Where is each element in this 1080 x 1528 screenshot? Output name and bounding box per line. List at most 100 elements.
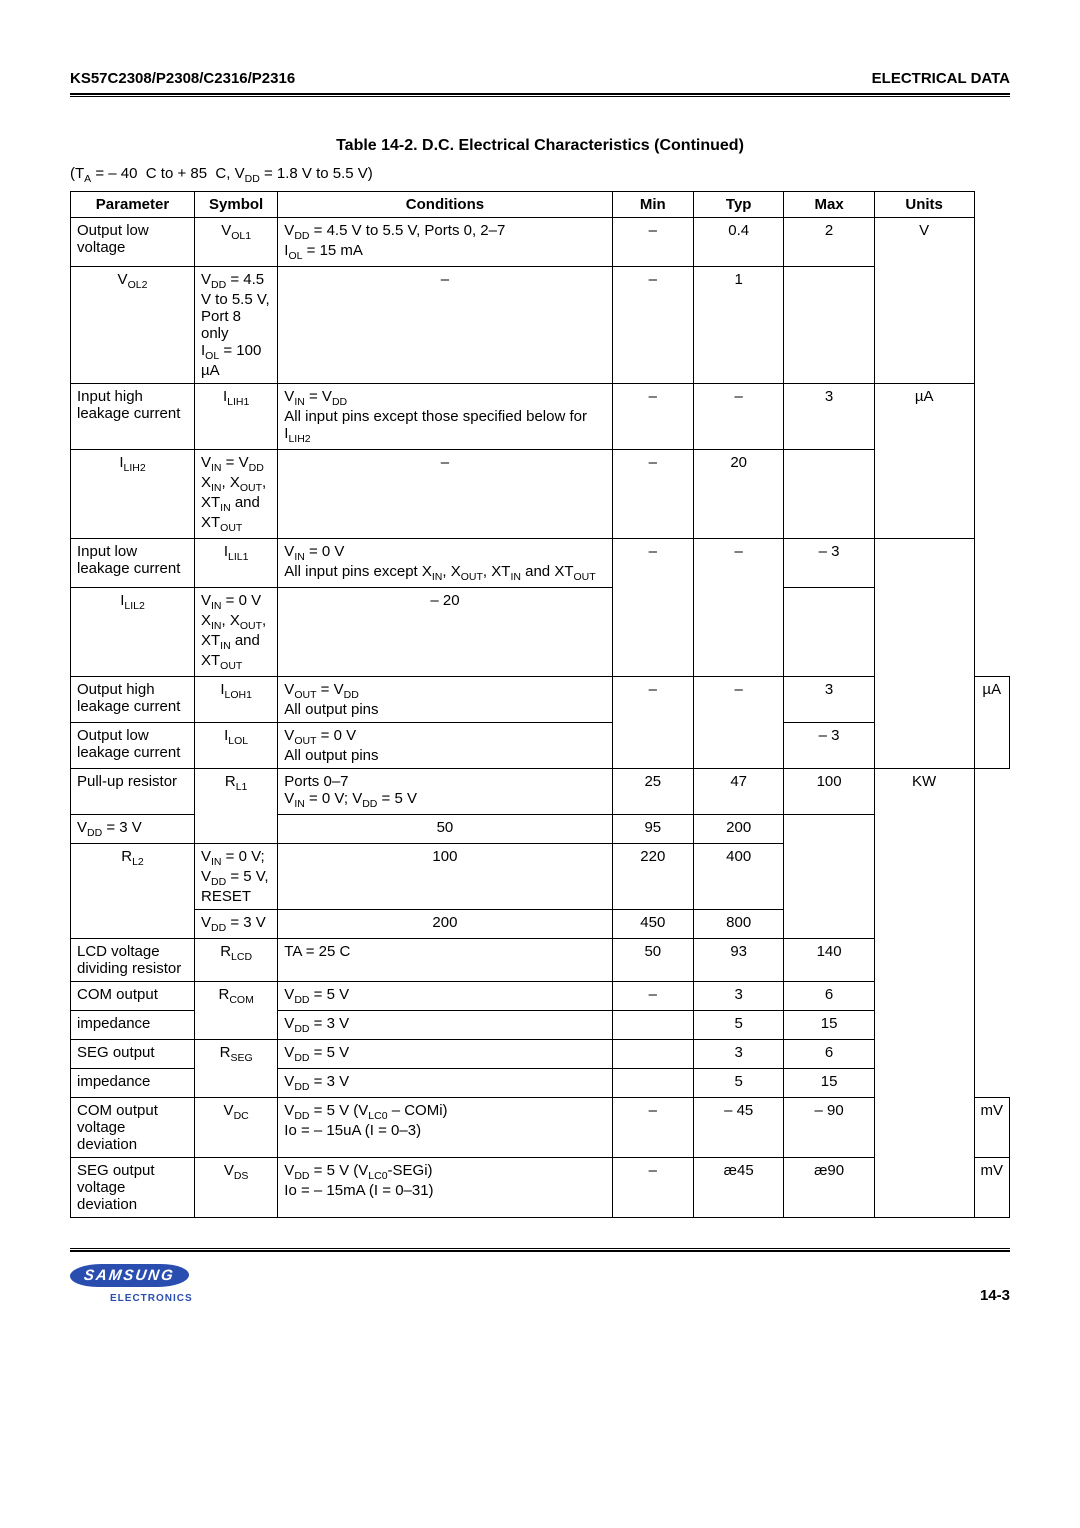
cell: – — [612, 677, 693, 769]
cell: – — [612, 450, 693, 539]
cell: – — [612, 384, 693, 450]
table-row: ILIL2VIN = 0 VXIN, XOUT, XTIN and XTOUT–… — [71, 588, 1010, 677]
cell: 5 — [693, 1069, 783, 1098]
table-row: COM output voltage deviationVDCVDD = 5 V… — [71, 1098, 1010, 1158]
cell: – — [693, 384, 783, 450]
cell: 95 — [612, 815, 693, 844]
cell: 1 — [693, 267, 783, 384]
header-left: KS57C2308/P2308/C2316/P2316 — [70, 70, 295, 87]
cell: SEG output — [71, 1040, 195, 1069]
cell: RCOM — [194, 982, 277, 1040]
cell: 20 — [693, 450, 783, 539]
cell: – 20 — [278, 588, 612, 677]
cell — [612, 1011, 693, 1040]
cell: V — [874, 218, 974, 384]
cell: 5 — [693, 1011, 783, 1040]
cell: – 45 — [693, 1098, 783, 1158]
cell: – — [612, 982, 693, 1011]
cell: mV — [974, 1158, 1010, 1218]
table-row: RL2VIN = 0 V; VDD = 5 V, RESET100220400 — [71, 844, 1010, 910]
table-row: COM outputRCOMVDD = 5 V–36 — [71, 982, 1010, 1011]
cell: VDD = 3 V — [71, 815, 195, 844]
table-row: SEG output voltage deviationVDSVDD = 5 V… — [71, 1158, 1010, 1218]
cell: RSEG — [194, 1040, 277, 1098]
cell: Output high leakage current — [71, 677, 195, 723]
cell: – 3 — [784, 539, 874, 588]
page-header: KS57C2308/P2308/C2316/P2316 ELECTRICAL D… — [70, 70, 1010, 93]
cell: Output low voltage — [71, 218, 195, 267]
cell — [612, 1040, 693, 1069]
cell: 800 — [693, 910, 783, 939]
cell: 6 — [784, 982, 874, 1011]
cell: ILIH1 — [194, 384, 277, 450]
cell: VOL1 — [194, 218, 277, 267]
cell: VIN = VDDXIN, XOUT, XTIN and XTOUT — [194, 450, 277, 539]
cell: RL2 — [71, 844, 195, 939]
cell: µA — [974, 677, 1010, 769]
cell: mV — [974, 1098, 1010, 1158]
cell: COM output — [71, 982, 195, 1011]
samsung-wordmark: SAMSUNG — [68, 1264, 190, 1287]
cell: 3 — [784, 677, 874, 723]
cell: VDD = 3 V — [278, 1069, 612, 1098]
cell: VIN = 0 V; VDD = 5 V, RESET — [194, 844, 277, 910]
cell: SEG output voltage deviation — [71, 1158, 195, 1218]
cell: æ90 — [784, 1158, 874, 1218]
cell: 400 — [693, 844, 783, 910]
cell: Output low leakage current — [71, 723, 195, 769]
cell: VDC — [194, 1098, 277, 1158]
cell: VDS — [194, 1158, 277, 1218]
column-header: Units — [874, 192, 974, 218]
cell: VIN = 0 VAll input pins except XIN, XOUT… — [278, 539, 612, 588]
cell: 3 — [693, 1040, 783, 1069]
column-header: Max — [784, 192, 874, 218]
table-row: Output high leakage currentILOH1VOUT = V… — [71, 677, 1010, 723]
cell: Pull-up resistor — [71, 769, 195, 815]
cell — [612, 1069, 693, 1098]
cell: – — [278, 450, 612, 539]
column-header: Symbol — [194, 192, 277, 218]
footer-rule — [70, 1248, 1010, 1252]
cell: 93 — [693, 939, 783, 982]
cell: µA — [874, 384, 974, 539]
cell: 140 — [784, 939, 874, 982]
cell: VDD = 3 V — [194, 910, 277, 939]
cell: – — [612, 1158, 693, 1218]
cell: VDD = 5 V — [278, 1040, 612, 1069]
conditions-line: (TA = – 40 C to + 85 C, VDD = 1.8 V to 5… — [70, 165, 1010, 185]
cell: 47 — [693, 769, 783, 815]
cell: RLCD — [194, 939, 277, 982]
cell: impedance — [71, 1069, 195, 1098]
cell: RL1 — [194, 769, 277, 844]
cell: – — [612, 218, 693, 267]
cell: ILIL1 — [194, 539, 277, 588]
cell: Input high leakage current — [71, 384, 195, 450]
cell: 100 — [784, 769, 874, 815]
cell: 15 — [784, 1011, 874, 1040]
cell: ILOL — [194, 723, 277, 769]
cell: – — [612, 267, 693, 384]
cell: COM output voltage deviation — [71, 1098, 195, 1158]
header-rule — [70, 93, 1010, 97]
table-row: Pull-up resistorRL1Ports 0–7VIN = 0 V; V… — [71, 769, 1010, 815]
brand-logo: SAMSUNG ELECTRONICS — [70, 1264, 193, 1304]
cell: impedance — [71, 1011, 195, 1040]
table-body: Output low voltageVOL1VDD = 4.5 V to 5.5… — [71, 218, 1010, 1218]
cell: 6 — [784, 1040, 874, 1069]
page-number: 14-3 — [980, 1287, 1010, 1304]
cell: 50 — [612, 939, 693, 982]
table-row: VOL2VDD = 4.5 V to 5.5 V, Port 8 onlyIOL… — [71, 267, 1010, 384]
cell: 50 — [278, 815, 612, 844]
cell: 0.4 — [693, 218, 783, 267]
cell: – 90 — [784, 1098, 874, 1158]
cell: VOUT = 0 VAll output pins — [278, 723, 612, 769]
cell: VDD = 5 V (VLC0-SEGi)Io = – 15mA (I = 0–… — [278, 1158, 612, 1218]
column-header: Parameter — [71, 192, 195, 218]
table-row: VDD = 3 V200450800 — [71, 910, 1010, 939]
table-row: Input high leakage currentILIH1VIN = VDD… — [71, 384, 1010, 450]
cell: Input low leakage current — [71, 539, 195, 588]
cell: VOUT = VDDAll output pins — [278, 677, 612, 723]
cell: VDD = 5 V (VLC0 – COMi)Io = – 15uA (I = … — [278, 1098, 612, 1158]
cell: 3 — [784, 384, 874, 450]
cell: 220 — [612, 844, 693, 910]
